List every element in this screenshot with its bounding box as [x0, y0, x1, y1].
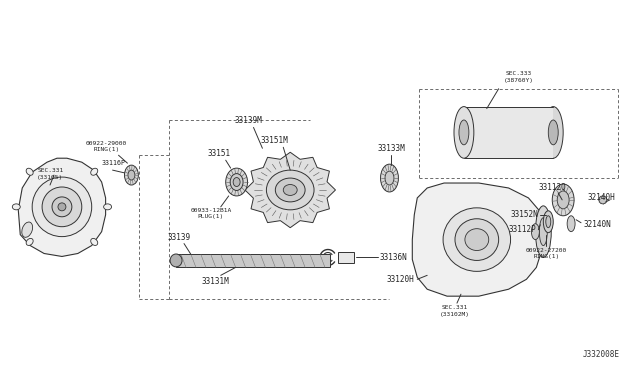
Ellipse shape [543, 211, 553, 232]
Text: 32140N: 32140N [583, 220, 611, 229]
Ellipse shape [124, 165, 138, 185]
Ellipse shape [381, 164, 399, 192]
Polygon shape [245, 152, 335, 228]
Text: 33112P: 33112P [509, 225, 536, 234]
Polygon shape [412, 183, 543, 296]
Ellipse shape [128, 170, 135, 180]
Text: 33152N: 33152N [511, 210, 538, 219]
Text: 33131M: 33131M [202, 277, 230, 286]
Circle shape [42, 187, 82, 227]
Circle shape [32, 177, 92, 237]
FancyBboxPatch shape [338, 251, 354, 263]
Ellipse shape [26, 168, 33, 175]
Ellipse shape [385, 171, 394, 185]
Ellipse shape [454, 107, 474, 158]
Text: 33136N: 33136N [380, 253, 407, 262]
Ellipse shape [230, 174, 243, 190]
Ellipse shape [455, 219, 499, 260]
Ellipse shape [91, 168, 98, 175]
Ellipse shape [548, 120, 558, 145]
Ellipse shape [543, 107, 563, 158]
Text: 33151: 33151 [207, 149, 230, 158]
Ellipse shape [170, 254, 182, 267]
Text: SEC.333
(38760Y): SEC.333 (38760Y) [504, 71, 534, 83]
Ellipse shape [91, 238, 98, 246]
Ellipse shape [567, 216, 575, 232]
Text: 00922-29000
RING(1): 00922-29000 RING(1) [86, 141, 127, 152]
Circle shape [52, 197, 72, 217]
Ellipse shape [546, 216, 551, 228]
Text: 33133M: 33133M [378, 144, 405, 153]
Ellipse shape [226, 168, 248, 196]
Text: J332008E: J332008E [583, 350, 620, 359]
Ellipse shape [599, 196, 607, 204]
Ellipse shape [284, 185, 297, 195]
Text: 00922-27200
RING(1): 00922-27200 RING(1) [525, 247, 567, 259]
Text: 33139M: 33139M [235, 116, 262, 125]
Ellipse shape [266, 170, 314, 210]
Circle shape [58, 203, 66, 211]
Ellipse shape [536, 206, 551, 257]
Ellipse shape [275, 178, 305, 202]
Text: 33120H: 33120H [387, 275, 414, 284]
Polygon shape [176, 254, 330, 267]
Ellipse shape [465, 229, 489, 250]
Text: 32140H: 32140H [587, 193, 615, 202]
Text: 33151M: 33151M [260, 136, 288, 145]
Ellipse shape [26, 238, 33, 246]
Ellipse shape [233, 177, 240, 186]
Ellipse shape [443, 208, 511, 271]
Ellipse shape [531, 224, 540, 240]
Text: 33139: 33139 [168, 232, 191, 241]
Text: SEC.331
(33102M): SEC.331 (33102M) [440, 305, 470, 317]
Text: 00933-12B1A
PLUG(1): 00933-12B1A PLUG(1) [190, 208, 232, 219]
Text: 33116P: 33116P [102, 160, 125, 166]
Text: 33112Q: 33112Q [538, 183, 566, 192]
Ellipse shape [459, 120, 469, 145]
Polygon shape [19, 158, 106, 256]
Ellipse shape [540, 218, 547, 246]
Ellipse shape [552, 184, 574, 216]
Ellipse shape [557, 191, 569, 209]
Ellipse shape [104, 204, 111, 210]
Ellipse shape [22, 222, 33, 237]
Text: SEC.331
(33105): SEC.331 (33105) [37, 168, 63, 180]
Polygon shape [464, 107, 553, 158]
Ellipse shape [12, 204, 20, 210]
